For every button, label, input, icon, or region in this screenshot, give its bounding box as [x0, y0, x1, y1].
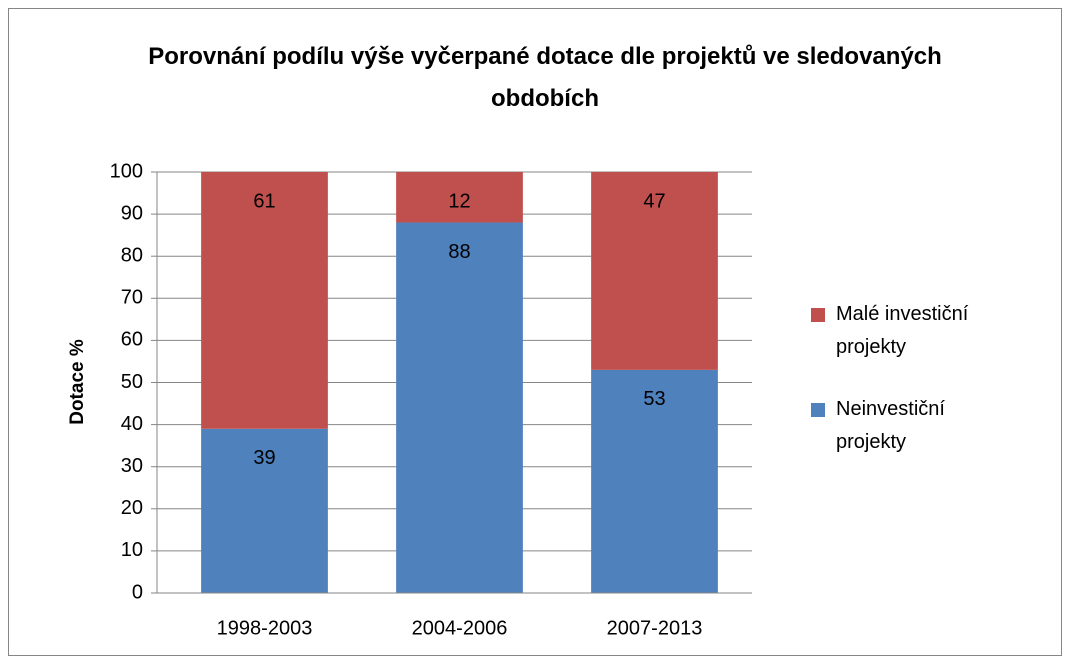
- legend-swatch: [811, 403, 825, 417]
- bar-segment: [201, 428, 328, 593]
- y-tick-label: 90: [121, 202, 143, 224]
- y-tick-label: 40: [121, 413, 143, 435]
- y-tick-label: 80: [121, 244, 143, 266]
- data-label: 39: [253, 447, 275, 469]
- bar-segment: [591, 172, 718, 370]
- data-label: 47: [643, 190, 665, 212]
- bar-segment: [396, 222, 523, 593]
- bar-segment: [591, 369, 718, 593]
- x-tick-label: 2004-2006: [412, 617, 508, 639]
- y-tick-label: 50: [121, 371, 143, 393]
- x-tick-label: 1998-2003: [217, 617, 313, 639]
- y-axis-label: Dotace %: [67, 339, 88, 425]
- legend-swatch: [811, 308, 825, 322]
- chart-border: [8, 8, 1062, 656]
- x-tick-label: 2007-2013: [607, 617, 703, 639]
- y-tick-label: 0: [132, 581, 143, 603]
- y-tick-label: 20: [121, 497, 143, 519]
- y-tick-label: 100: [110, 160, 143, 182]
- y-tick-label: 60: [121, 329, 143, 351]
- data-label: 61: [253, 190, 275, 212]
- legend-label: Neinvestiční projekty: [836, 398, 945, 453]
- legend-label: Malé investiční projekty: [836, 303, 969, 358]
- data-label: 88: [448, 241, 470, 263]
- y-tick-label: 10: [121, 539, 143, 561]
- y-tick-label: 70: [121, 287, 143, 309]
- y-tick-label: 30: [121, 455, 143, 477]
- bar-segment: [201, 172, 328, 429]
- bar-segment: [396, 172, 523, 223]
- data-label: 53: [643, 388, 665, 410]
- data-label: 12: [448, 190, 470, 212]
- chart-title: Porovnání podílu výše vyčerpané dotace d…: [148, 43, 942, 112]
